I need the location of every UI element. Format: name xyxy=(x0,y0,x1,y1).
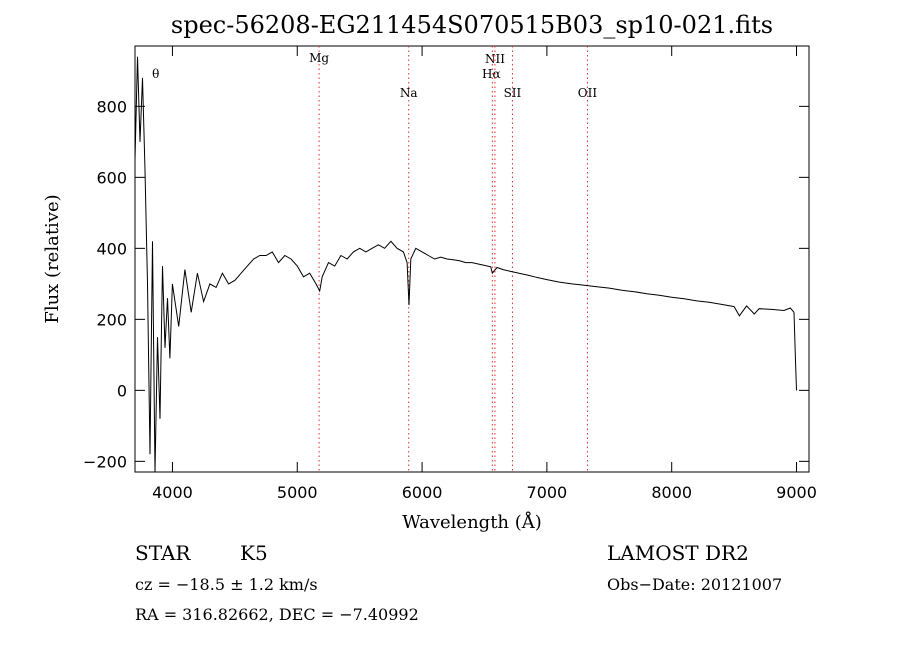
y-tick-label: 200 xyxy=(96,310,127,329)
redshift-text: cz = −18.5 ± 1.2 km/s xyxy=(135,575,318,594)
spectrum-series-line xyxy=(134,56,797,473)
object-subclass: K5 xyxy=(240,541,268,565)
spectral-line-label: Hα xyxy=(482,67,501,81)
spectral-line-label: OII xyxy=(578,86,598,100)
x-tick-label: 5000 xyxy=(277,483,318,502)
x-axis-ticks: 4000 5000 6000 7000 8000 9000 xyxy=(152,46,817,502)
x-tick-label: 9000 xyxy=(776,483,817,502)
x-tick-label: 8000 xyxy=(651,483,692,502)
y-tick-label: 400 xyxy=(96,239,127,258)
x-axis-label: Wavelength (Å) xyxy=(402,511,542,533)
object-class: STAR xyxy=(135,541,191,565)
spectral-line-label: θ xyxy=(152,67,159,81)
spectral-line-label: Mg xyxy=(309,51,329,65)
y-axis-ticks: −200 0 200 400 600 800 xyxy=(83,97,809,471)
x-tick-label: 6000 xyxy=(402,483,443,502)
plot-frame xyxy=(134,45,810,473)
spectral-line-label: Na xyxy=(400,86,418,100)
y-axis-label: Flux (relative) xyxy=(42,194,63,323)
chart-title: spec-56208-EG211454S070515B03_sp10-021.f… xyxy=(171,11,773,39)
obs-date: Obs−Date: 20121007 xyxy=(607,575,782,594)
y-tick-label: 600 xyxy=(96,168,127,187)
y-tick-label: −200 xyxy=(83,452,127,471)
spectral-line-label: NII xyxy=(485,52,505,66)
y-tick-label: 0 xyxy=(117,381,127,400)
x-tick-label: 7000 xyxy=(527,483,568,502)
spectral-line-label: SII xyxy=(504,86,522,100)
coordinates: RA = 316.82662, DEC = −7.40992 xyxy=(135,605,419,624)
x-tick-label: 4000 xyxy=(152,483,193,502)
survey-name: LAMOST DR2 xyxy=(607,541,749,565)
y-tick-label: 800 xyxy=(96,97,127,116)
